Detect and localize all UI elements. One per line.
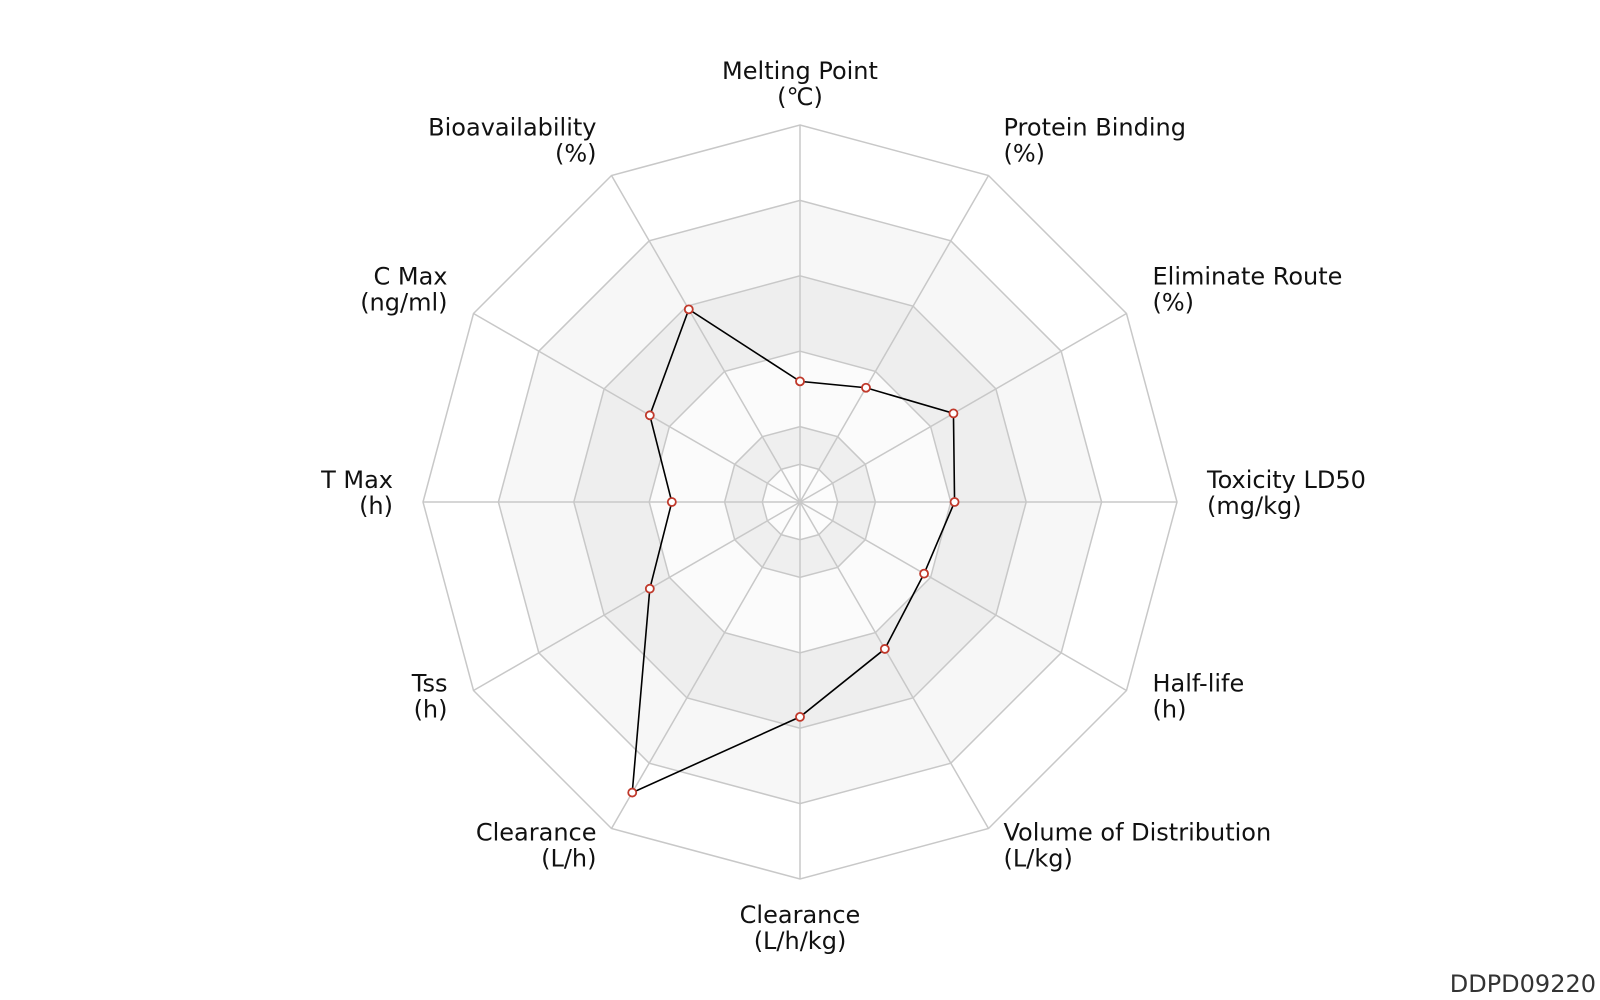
document-code: DDPD09220 [1449, 970, 1596, 998]
axis-label-unit-11: (%) [555, 140, 597, 168]
axis-label-name-2: Eliminate Route [1153, 263, 1343, 291]
spoke-5 [799, 501, 990, 829]
axis-label-unit-6: (L/h/kg) [754, 927, 847, 955]
axis-label-10: C Max (ng/ml) [360, 263, 447, 317]
axis-label-unit-9: (h) [359, 492, 393, 520]
axis-label-unit-0: (℃) [777, 83, 823, 111]
axis-label-unit-2: (%) [1153, 289, 1195, 317]
axis-label-name-4: Half-life [1153, 670, 1245, 698]
spoke-7 [610, 501, 801, 829]
data-point-9 [666, 497, 677, 507]
data-point-5 [879, 644, 890, 654]
data-point-3 [949, 497, 960, 507]
axis-label-name-10: C Max [373, 263, 447, 291]
data-point-4 [919, 568, 929, 579]
axis-label-5: Volume of Distribution (L/kg) [1004, 819, 1272, 873]
axis-label-name-5: Volume of Distribution [1004, 819, 1272, 847]
axis-label-11: Bioavailability (%) [428, 114, 596, 168]
axis-label-9: T Max (h) [320, 466, 393, 520]
spoke-8 [473, 501, 801, 692]
axis-label-unit-1: (%) [1004, 140, 1046, 168]
data-point-0 [795, 376, 805, 387]
axis-label-6: Clearance (L/h/kg) [740, 901, 861, 955]
axis-label-name-7: Clearance [476, 819, 597, 847]
spoke-10 [473, 312, 801, 503]
axis-label-0: Melting Point (℃) [722, 57, 878, 111]
axis-label-name-6: Clearance [740, 901, 861, 929]
axis-label-8: Tss (h) [411, 670, 448, 724]
axis-label-name-9: T Max [320, 466, 393, 494]
spoke-11 [610, 175, 801, 503]
data-point-11 [683, 304, 694, 315]
data-point-6 [795, 711, 805, 722]
axis-label-name-11: Bioavailability [428, 114, 596, 142]
axis-label-name-3: Toxicity LD50 [1206, 466, 1366, 494]
axis-label-unit-5: (L/kg) [1004, 845, 1073, 873]
axis-label-name-1: Protein Binding [1004, 114, 1186, 142]
axis-label-unit-10: (ng/ml) [360, 289, 447, 317]
axis-label-name-8: Tss [411, 670, 448, 698]
axis-label-unit-3: (mg/kg) [1207, 492, 1302, 520]
spoke-2 [799, 312, 1127, 503]
spoke-4 [799, 501, 1127, 692]
axis-label-name-0: Melting Point [722, 57, 878, 85]
data-point-2 [948, 408, 959, 419]
axis-label-2: Eliminate Route (%) [1153, 263, 1343, 317]
data-point-8 [644, 583, 655, 594]
spoke-1 [799, 175, 990, 503]
axis-label-1: Protein Binding (%) [1004, 114, 1186, 168]
data-point-7 [627, 787, 638, 798]
data-point-1 [861, 382, 871, 393]
axis-label-7: Clearance (L/h) [476, 819, 597, 873]
axis-label-3: Toxicity LD50 (mg/kg) [1206, 466, 1366, 520]
axis-label-unit-7: (L/h) [541, 845, 596, 873]
data-point-10 [644, 410, 655, 421]
axis-label-unit-8: (h) [414, 696, 448, 724]
axis-label-4: Half-life (h) [1153, 670, 1245, 724]
axis-label-unit-4: (h) [1153, 696, 1187, 724]
